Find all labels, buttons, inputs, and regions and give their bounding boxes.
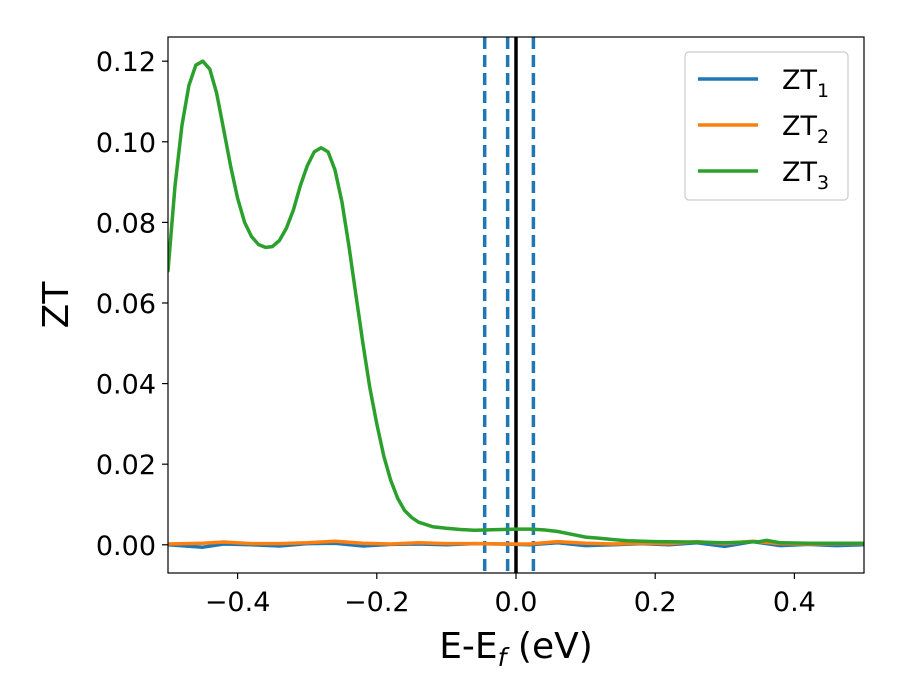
legend-label-zt3: ZT3 bbox=[782, 157, 829, 194]
x-tick-label: −0.4 bbox=[205, 587, 271, 618]
x-tick-label: 0.4 bbox=[773, 587, 816, 618]
legend-box bbox=[684, 51, 849, 201]
y-tick-label: 0.06 bbox=[96, 289, 156, 320]
legend: ZT1 ZT2 ZT3 bbox=[684, 51, 849, 201]
y-tick-label: 0.02 bbox=[96, 450, 156, 481]
y-tick-label: 0.10 bbox=[96, 128, 156, 159]
x-tick-label: 0.2 bbox=[634, 587, 677, 618]
y-tick-label: 0.08 bbox=[96, 208, 156, 239]
y-axis-ticks: 0.00 0.02 0.04 0.06 0.08 0.10 0.12 bbox=[96, 47, 168, 562]
legend-label-zt2: ZT2 bbox=[782, 111, 829, 148]
legend-entries: ZT1 ZT2 ZT3 bbox=[698, 65, 829, 194]
reference-lines bbox=[482, 37, 536, 573]
x-tick-label: −0.2 bbox=[344, 587, 410, 618]
series-line-zt3 bbox=[168, 59, 864, 545]
x-axis-title: E-Ef (eV) bbox=[439, 626, 593, 672]
x-tick-label: 0.0 bbox=[495, 587, 538, 618]
legend-label-zt1: ZT1 bbox=[782, 65, 829, 102]
series-lines bbox=[168, 59, 864, 549]
y-axis-title: ZT bbox=[36, 281, 77, 329]
x-axis-ticks: −0.4 −0.2 0.0 0.2 0.4 bbox=[205, 573, 816, 618]
y-tick-label: 0.00 bbox=[96, 531, 156, 562]
y-tick-label: 0.12 bbox=[96, 47, 156, 78]
y-tick-label: 0.04 bbox=[96, 370, 156, 401]
